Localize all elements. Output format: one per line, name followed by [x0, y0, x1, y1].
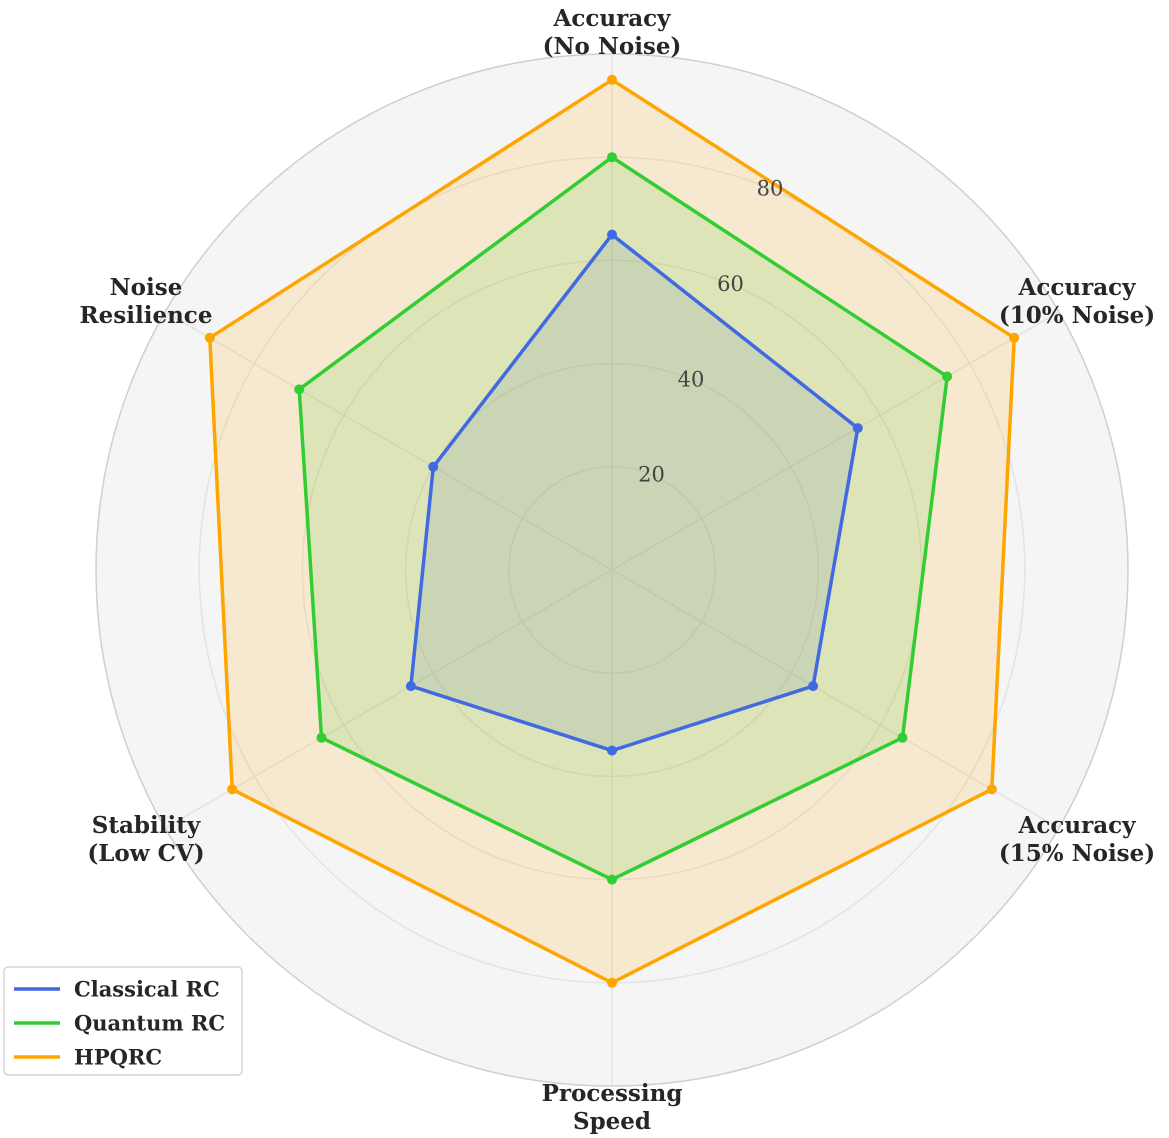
grid-spoke-4: [164, 569, 613, 829]
tick-label-40: 40: [678, 367, 705, 391]
series-point-0-5: [428, 461, 439, 472]
legend: Classical RC Quantum RC HPQRC: [3, 966, 243, 1076]
axis-label-line: Accuracy: [1018, 274, 1137, 301]
axis-label-line: Resilience: [80, 302, 213, 329]
series-point-1-4: [316, 732, 327, 743]
series-area-1: [299, 157, 948, 880]
series-point-2-0: [607, 74, 617, 85]
axis-label-1: Accuracy (10% Noise): [999, 274, 1155, 329]
grid-spoke-5: [164, 311, 613, 571]
series-point-0-1: [852, 423, 863, 434]
axis-label-line: Noise: [110, 274, 183, 301]
series-point-1-0: [607, 152, 617, 163]
radial-tick-labels: 20 40 60 80: [638, 177, 783, 487]
series-area-0: [410, 234, 858, 751]
grid-spoke-2: [611, 569, 1060, 829]
axis-label-line: (15% Noise): [999, 840, 1155, 867]
series-point-2-1: [1009, 332, 1020, 343]
polar-grid: [164, 54, 1060, 1086]
grid-spoke-1: [611, 311, 1060, 571]
axis-label-5: Noise Resilience: [80, 274, 213, 329]
series-layer: [204, 74, 1020, 988]
axis-label-line: (Low CV): [87, 840, 204, 867]
series-point-0-4: [405, 681, 416, 692]
series-point-0-0: [607, 229, 617, 240]
axis-label-line: Stability: [92, 812, 201, 839]
axis-labels: Accuracy (No Noise)Accuracy (10% Noise)Acc…: [80, 5, 1156, 1135]
series-point-2-4: [227, 784, 238, 795]
series-point-1-2: [897, 732, 908, 743]
tick-label-80: 80: [757, 177, 784, 201]
axis-label-0: Accuracy (No Noise): [543, 5, 682, 60]
axis-label-3: Processing Speed: [542, 1080, 683, 1135]
axis-label-2: Accuracy (15% Noise): [999, 812, 1155, 867]
axis-label-4: Stability (Low CV): [87, 812, 204, 867]
series-point-2-5: [204, 332, 215, 343]
series-point-0-2: [808, 681, 819, 692]
axis-label-line: Processing: [542, 1080, 683, 1107]
series-point-1-5: [294, 384, 305, 395]
axis-label-line: (No Noise): [543, 33, 682, 60]
axis-label-line: Accuracy: [1018, 812, 1137, 839]
axis-label-line: (10% Noise): [999, 302, 1155, 329]
legend-frame: [3, 966, 243, 1076]
tick-label-20: 20: [638, 463, 665, 487]
legend-label-2: HPQRC: [74, 1045, 162, 1070]
series-point-1-1: [942, 371, 953, 382]
axis-label-line: Accuracy: [553, 5, 672, 32]
series-point-0-3: [607, 745, 617, 756]
series-point-2-2: [986, 784, 997, 795]
tick-label-60: 60: [717, 272, 744, 296]
series-point-1-3: [607, 874, 617, 885]
legend-label-1: Quantum RC: [74, 1011, 225, 1036]
legend-label-0: Classical RC: [74, 977, 220, 1002]
axis-label-line: Speed: [573, 1108, 651, 1135]
series-point-2-3: [607, 977, 617, 988]
